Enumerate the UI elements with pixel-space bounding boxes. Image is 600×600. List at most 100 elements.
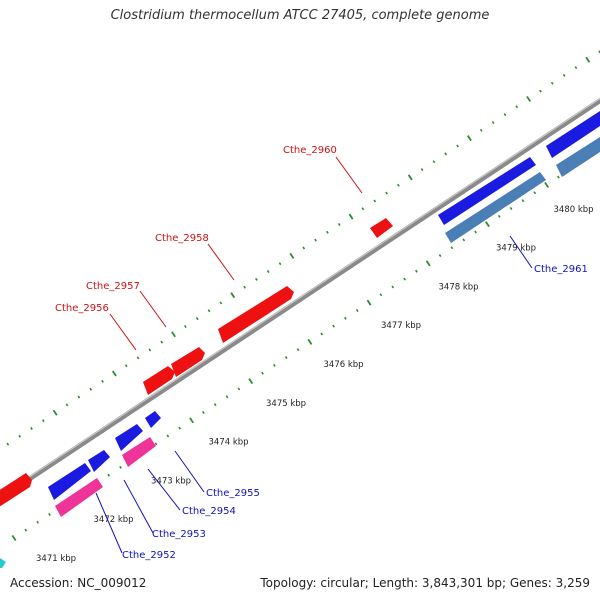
label-cthe-2955[interactable]: Cthe_2955 bbox=[206, 488, 260, 499]
kbp-label: 3480 kbp bbox=[554, 205, 594, 215]
minor-tick bbox=[154, 442, 158, 446]
gene-cthe-2960[interactable] bbox=[370, 218, 393, 238]
forward-gene-labels: Cthe_2956 Cthe_2957 Cthe_2958 Cthe_2960 bbox=[55, 145, 337, 314]
minor-tick bbox=[462, 238, 466, 242]
gene-steel-2[interactable] bbox=[556, 137, 600, 177]
kbp-label: 3475 kbp bbox=[266, 399, 306, 409]
minor-tick bbox=[178, 426, 182, 430]
minor-tick bbox=[160, 340, 164, 344]
major-tick bbox=[585, 56, 591, 63]
gene-cyan[interactable] bbox=[0, 558, 6, 568]
gene-reverse-1[interactable] bbox=[48, 463, 91, 500]
minor-tick bbox=[225, 395, 229, 399]
minor-tick bbox=[314, 238, 317, 242]
minor-tick bbox=[284, 356, 288, 360]
major-tick bbox=[467, 135, 472, 142]
minor-tick bbox=[255, 277, 258, 281]
label-cthe-2958[interactable]: Cthe_2958 bbox=[155, 233, 209, 244]
reverse-gene-labels: Cthe_2952 Cthe_2953 Cthe_2954 Cthe_2955 … bbox=[122, 264, 588, 561]
label-cthe-2954[interactable]: Cthe_2954 bbox=[182, 506, 236, 517]
minor-tick bbox=[497, 214, 501, 218]
label-cthe-2961[interactable]: Cthe_2961 bbox=[534, 264, 588, 275]
minor-tick bbox=[557, 175, 560, 179]
gene-cthe-2956[interactable] bbox=[143, 366, 175, 395]
gene-reverse-5[interactable] bbox=[438, 157, 536, 225]
minor-tick bbox=[385, 191, 388, 195]
kbp-label: 3478 kbp bbox=[439, 282, 479, 292]
gene-reverse-2[interactable] bbox=[88, 450, 110, 472]
minor-tick bbox=[24, 528, 28, 532]
minor-tick bbox=[6, 442, 10, 446]
kbp-label: 3472 kbp bbox=[94, 515, 134, 525]
gene-reverse-4[interactable] bbox=[145, 411, 161, 428]
major-tick bbox=[526, 95, 532, 102]
label-cthe-2952[interactable]: Cthe_2952 bbox=[122, 550, 176, 561]
major-tick bbox=[289, 252, 295, 259]
minor-tick bbox=[166, 434, 170, 438]
minor-tick bbox=[237, 387, 241, 391]
label-cthe-2960[interactable]: Cthe_2960 bbox=[283, 145, 337, 156]
minor-tick bbox=[202, 410, 205, 414]
kbp-labels: 3471 kbp 3472 kbp 3473 kbp 3474 kbp 3475 kbp… bbox=[36, 205, 594, 564]
minor-tick bbox=[391, 285, 395, 289]
label-cthe-2953[interactable]: Cthe_2953 bbox=[152, 529, 206, 540]
minor-tick bbox=[261, 371, 264, 375]
minor-tick bbox=[361, 207, 365, 211]
gene-cthe-2958[interactable] bbox=[218, 286, 294, 343]
major-tick bbox=[407, 174, 413, 181]
label-cthe-2957[interactable]: Cthe_2957 bbox=[86, 281, 140, 292]
outer-tick-track bbox=[6, 50, 600, 446]
kbp-label: 3477 kbp bbox=[381, 321, 421, 331]
reverse-genes bbox=[0, 111, 600, 568]
major-tick bbox=[248, 378, 254, 385]
gene-reverse-pink-2[interactable] bbox=[122, 437, 156, 467]
minor-tick bbox=[515, 105, 519, 109]
minor-tick bbox=[403, 277, 406, 281]
minor-tick bbox=[503, 113, 507, 117]
major-tick bbox=[544, 181, 550, 188]
genome-summary: Topology: circular; Length: 3,843,301 bp… bbox=[260, 576, 590, 590]
minor-tick bbox=[456, 144, 459, 148]
minor-tick bbox=[373, 199, 377, 203]
minor-tick bbox=[101, 379, 104, 383]
minor-tick bbox=[119, 465, 122, 469]
major-tick bbox=[307, 338, 313, 345]
minor-tick bbox=[107, 473, 111, 477]
minor-tick bbox=[332, 324, 335, 328]
minor-tick bbox=[136, 356, 140, 360]
gene-cthe-2957[interactable] bbox=[171, 347, 205, 377]
major-tick bbox=[230, 292, 236, 299]
gene-reverse-6[interactable] bbox=[546, 111, 600, 158]
minor-tick bbox=[195, 317, 199, 321]
minor-tick bbox=[337, 222, 341, 226]
minor-tick bbox=[30, 426, 33, 430]
minor-tick bbox=[533, 191, 537, 195]
minor-tick bbox=[550, 81, 554, 85]
minor-tick bbox=[273, 363, 276, 367]
minor-tick bbox=[320, 332, 324, 336]
major-tick bbox=[425, 260, 431, 267]
gene-reverse-3[interactable] bbox=[115, 424, 143, 451]
minor-tick bbox=[278, 262, 282, 266]
major-tick bbox=[171, 331, 176, 338]
gene-cthe-2955-prev[interactable] bbox=[0, 473, 32, 507]
minor-tick bbox=[65, 403, 69, 407]
minor-tick bbox=[77, 395, 81, 399]
gene-cthe-2961[interactable] bbox=[445, 172, 546, 243]
minor-tick bbox=[18, 434, 22, 438]
minor-tick bbox=[344, 316, 347, 320]
minor-tick bbox=[48, 512, 51, 516]
major-tick bbox=[111, 370, 117, 377]
minor-tick bbox=[397, 183, 400, 187]
major-tick bbox=[348, 213, 354, 220]
major-tick bbox=[366, 299, 372, 306]
label-cthe-2956[interactable]: Cthe_2956 bbox=[55, 303, 109, 314]
minor-tick bbox=[243, 285, 246, 289]
minor-tick bbox=[562, 73, 566, 77]
kbp-label: 3473 kbp bbox=[151, 476, 191, 486]
minor-tick bbox=[574, 66, 578, 70]
minor-tick bbox=[207, 309, 211, 313]
minor-tick bbox=[450, 246, 454, 250]
gene-reverse-pink-1[interactable] bbox=[55, 478, 103, 517]
